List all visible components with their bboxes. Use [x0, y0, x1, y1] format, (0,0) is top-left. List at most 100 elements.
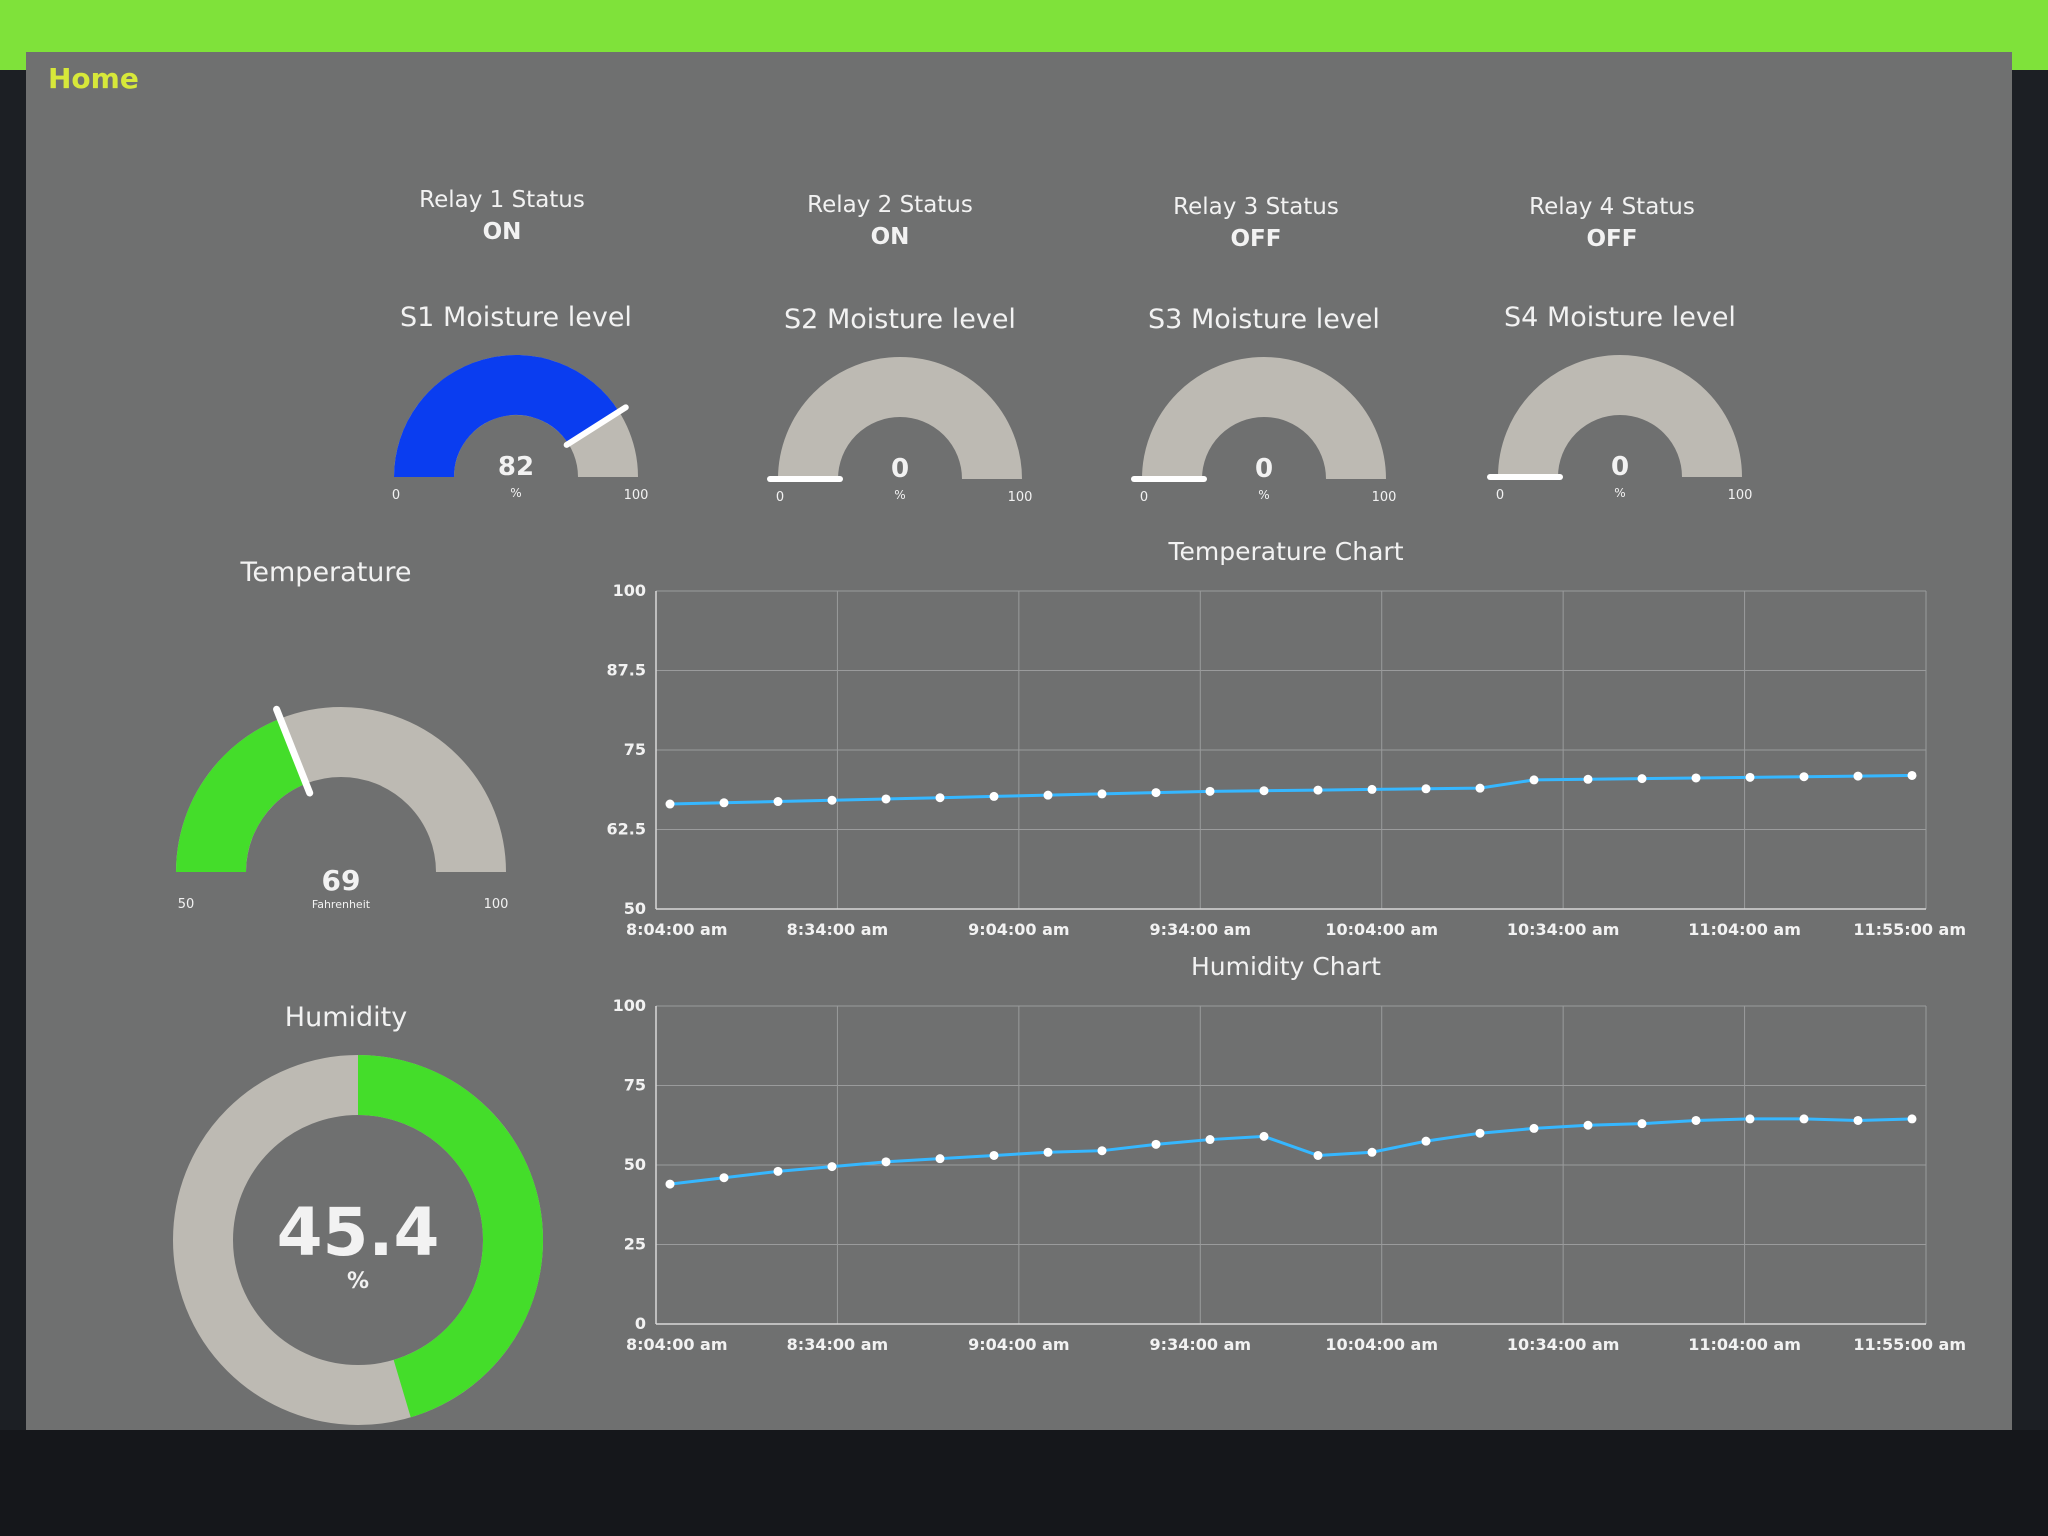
gauge-unit: Fahrenheit: [312, 898, 371, 911]
data-point: [1313, 1150, 1323, 1160]
data-point: [1799, 1114, 1809, 1124]
donut-unit: %: [347, 1269, 369, 1294]
temperature-chart: Temperature Chart 50 62.5 75 87.5 100 8:04:00…: [586, 537, 1986, 997]
x-tick-label: 11:55:00 am: [1853, 1335, 1966, 1354]
gauge-svg: 0 % 0 100: [1487, 355, 1753, 503]
x-tick-label: 11:04:00 am: [1688, 920, 1801, 939]
donut-svg: 45.4 %: [173, 1055, 543, 1425]
data-point: [1205, 786, 1215, 796]
data-point: [881, 1157, 891, 1167]
data-point: [1151, 1139, 1161, 1149]
humidity-title: Humidity: [284, 1002, 408, 1033]
gauge-max: 100: [484, 897, 509, 912]
chart-title: Temperature Chart: [1168, 537, 1404, 566]
chart-svg: 0 25 50 75 100 8:04:00 am 8:34:00 am 9:04:00 am…: [613, 996, 1966, 1354]
relay-value: OFF: [1586, 226, 1638, 252]
data-point: [719, 798, 729, 808]
moisture-gauge-s3: S3 Moisture level 0 % 0 100: [1114, 304, 1414, 523]
data-point: [989, 791, 999, 801]
gauge-min: 50: [178, 897, 195, 912]
temperature-title: Temperature: [240, 557, 412, 588]
data-point: [1529, 1123, 1539, 1133]
x-tick-label: 10:04:00 am: [1325, 1335, 1438, 1354]
y-tick-label: 87.5: [607, 661, 646, 680]
moisture-gauge-s2: S2 Moisture level 0 % 0 100: [750, 304, 1050, 523]
gauge-max: 100: [1728, 488, 1753, 503]
relay-3-status: Relay 3 Status OFF: [1126, 194, 1386, 252]
data-point: [1583, 774, 1593, 784]
gauge-svg: 82 % 0 100: [392, 355, 649, 503]
series-line: [669, 1117, 1913, 1186]
y-tick-label: 75: [624, 1076, 646, 1095]
data-point: [1907, 770, 1917, 780]
data-point: [935, 1154, 945, 1164]
data-point: [1745, 772, 1755, 782]
gauge-track: [778, 357, 1022, 481]
gauge-needle: [563, 404, 629, 448]
data-point: [827, 795, 837, 805]
y-tick-label: 0: [635, 1314, 646, 1333]
gauge-fill: [394, 355, 619, 479]
relay-4-status: Relay 4 Status OFF: [1482, 194, 1742, 252]
data-point: [1637, 774, 1647, 784]
gauge-value: 69: [322, 864, 361, 897]
gauge-svg: 0 % 0 100: [1131, 357, 1397, 505]
y-tick-label: 25: [624, 1235, 646, 1254]
x-tick-label: 9:34:00 am: [1150, 920, 1252, 939]
gauge-value: 0: [1255, 454, 1273, 484]
data-point: [1043, 790, 1053, 800]
dashboard-screen: Home Relay 1 Status ON Relay 2 Status ON…: [26, 52, 2012, 1430]
gauge-needle: [273, 705, 314, 797]
app-title[interactable]: Home: [48, 62, 139, 95]
relay-label: Relay 3 Status: [1173, 194, 1339, 220]
gauge-unit: %: [1614, 486, 1625, 500]
data-point: [773, 797, 783, 807]
donut-value: 45.4: [277, 1194, 440, 1271]
data-point: [1205, 1135, 1215, 1145]
gauge-min: 0: [1140, 490, 1148, 505]
gauge-title: S2 Moisture level: [784, 304, 1016, 335]
gauge-title: S1 Moisture level: [400, 302, 632, 333]
data-point: [1853, 771, 1863, 781]
data-point: [1691, 773, 1701, 783]
data-point: [1151, 788, 1161, 798]
x-tick-label: 8:04:00 am: [626, 1335, 728, 1354]
gauge-min: 0: [392, 488, 400, 503]
gauge-value: 0: [1611, 452, 1629, 482]
gauge-min: 0: [1496, 488, 1504, 503]
data-point: [1853, 1115, 1863, 1125]
gauge-unit: %: [1258, 488, 1269, 502]
x-tick-label: 9:04:00 am: [968, 1335, 1070, 1354]
donut-fill: [357, 1055, 543, 1418]
data-point: [1367, 1147, 1377, 1157]
x-tick-label: 10:34:00 am: [1507, 1335, 1620, 1354]
gauge-fill: [176, 718, 308, 874]
humidity-donut: 45.4 %: [168, 1050, 548, 1430]
gauge-value: 0: [891, 454, 909, 484]
gauge-max: 100: [1008, 490, 1033, 505]
data-point: [665, 1179, 675, 1189]
relay-value: ON: [870, 224, 910, 250]
gauge-max: 100: [1372, 490, 1397, 505]
gauge-track: [1142, 357, 1386, 481]
data-point: [881, 794, 891, 804]
monitor-base: [0, 1430, 2048, 1536]
y-tick-label: 75: [624, 740, 646, 759]
gauge-value: 82: [498, 452, 534, 482]
data-point: [1799, 772, 1809, 782]
temperature-gauge: 69 Fahrenheit 50 100: [156, 672, 526, 916]
x-tick-label: 9:34:00 am: [1150, 1335, 1252, 1354]
data-point: [935, 793, 945, 803]
data-point: [827, 1162, 837, 1172]
gauge-max: 100: [624, 488, 649, 503]
moisture-gauge-s4: S4 Moisture level 0 % 0 100: [1470, 302, 1770, 521]
data-point: [1367, 784, 1377, 794]
x-tick-label: 10:04:00 am: [1325, 920, 1438, 939]
data-point: [719, 1173, 729, 1183]
relay-value: OFF: [1230, 226, 1282, 252]
series-line: [669, 773, 1913, 806]
gauge-unit: %: [510, 486, 521, 500]
data-point: [1259, 1131, 1269, 1141]
data-point: [1421, 1136, 1431, 1146]
chart-svg: 50 62.5 75 87.5 100 8:04:00 am 8:34:00 am 9:04:…: [607, 581, 1966, 939]
